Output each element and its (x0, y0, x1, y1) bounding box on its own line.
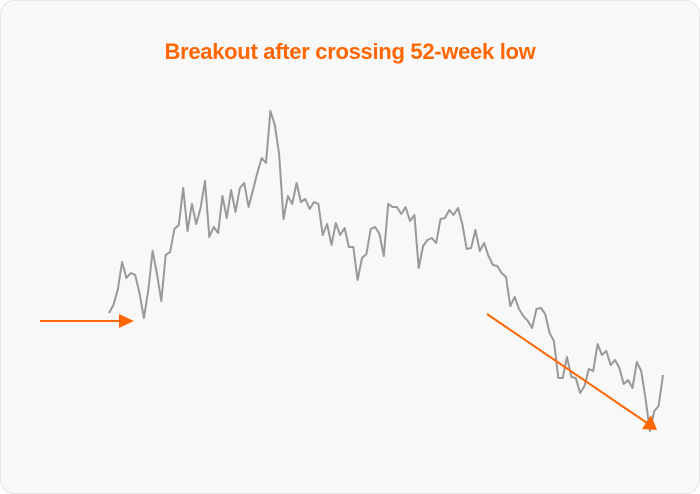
chart-title: Breakout after crossing 52-week low (164, 39, 536, 64)
breakout-arrow-head (119, 314, 134, 328)
price-line (108, 110, 664, 432)
breakout-arrow (40, 314, 134, 328)
downtrend-arrow-shaft (486, 313, 648, 424)
downtrend-arrow-head (642, 415, 657, 430)
downtrend-arrow (486, 313, 657, 430)
